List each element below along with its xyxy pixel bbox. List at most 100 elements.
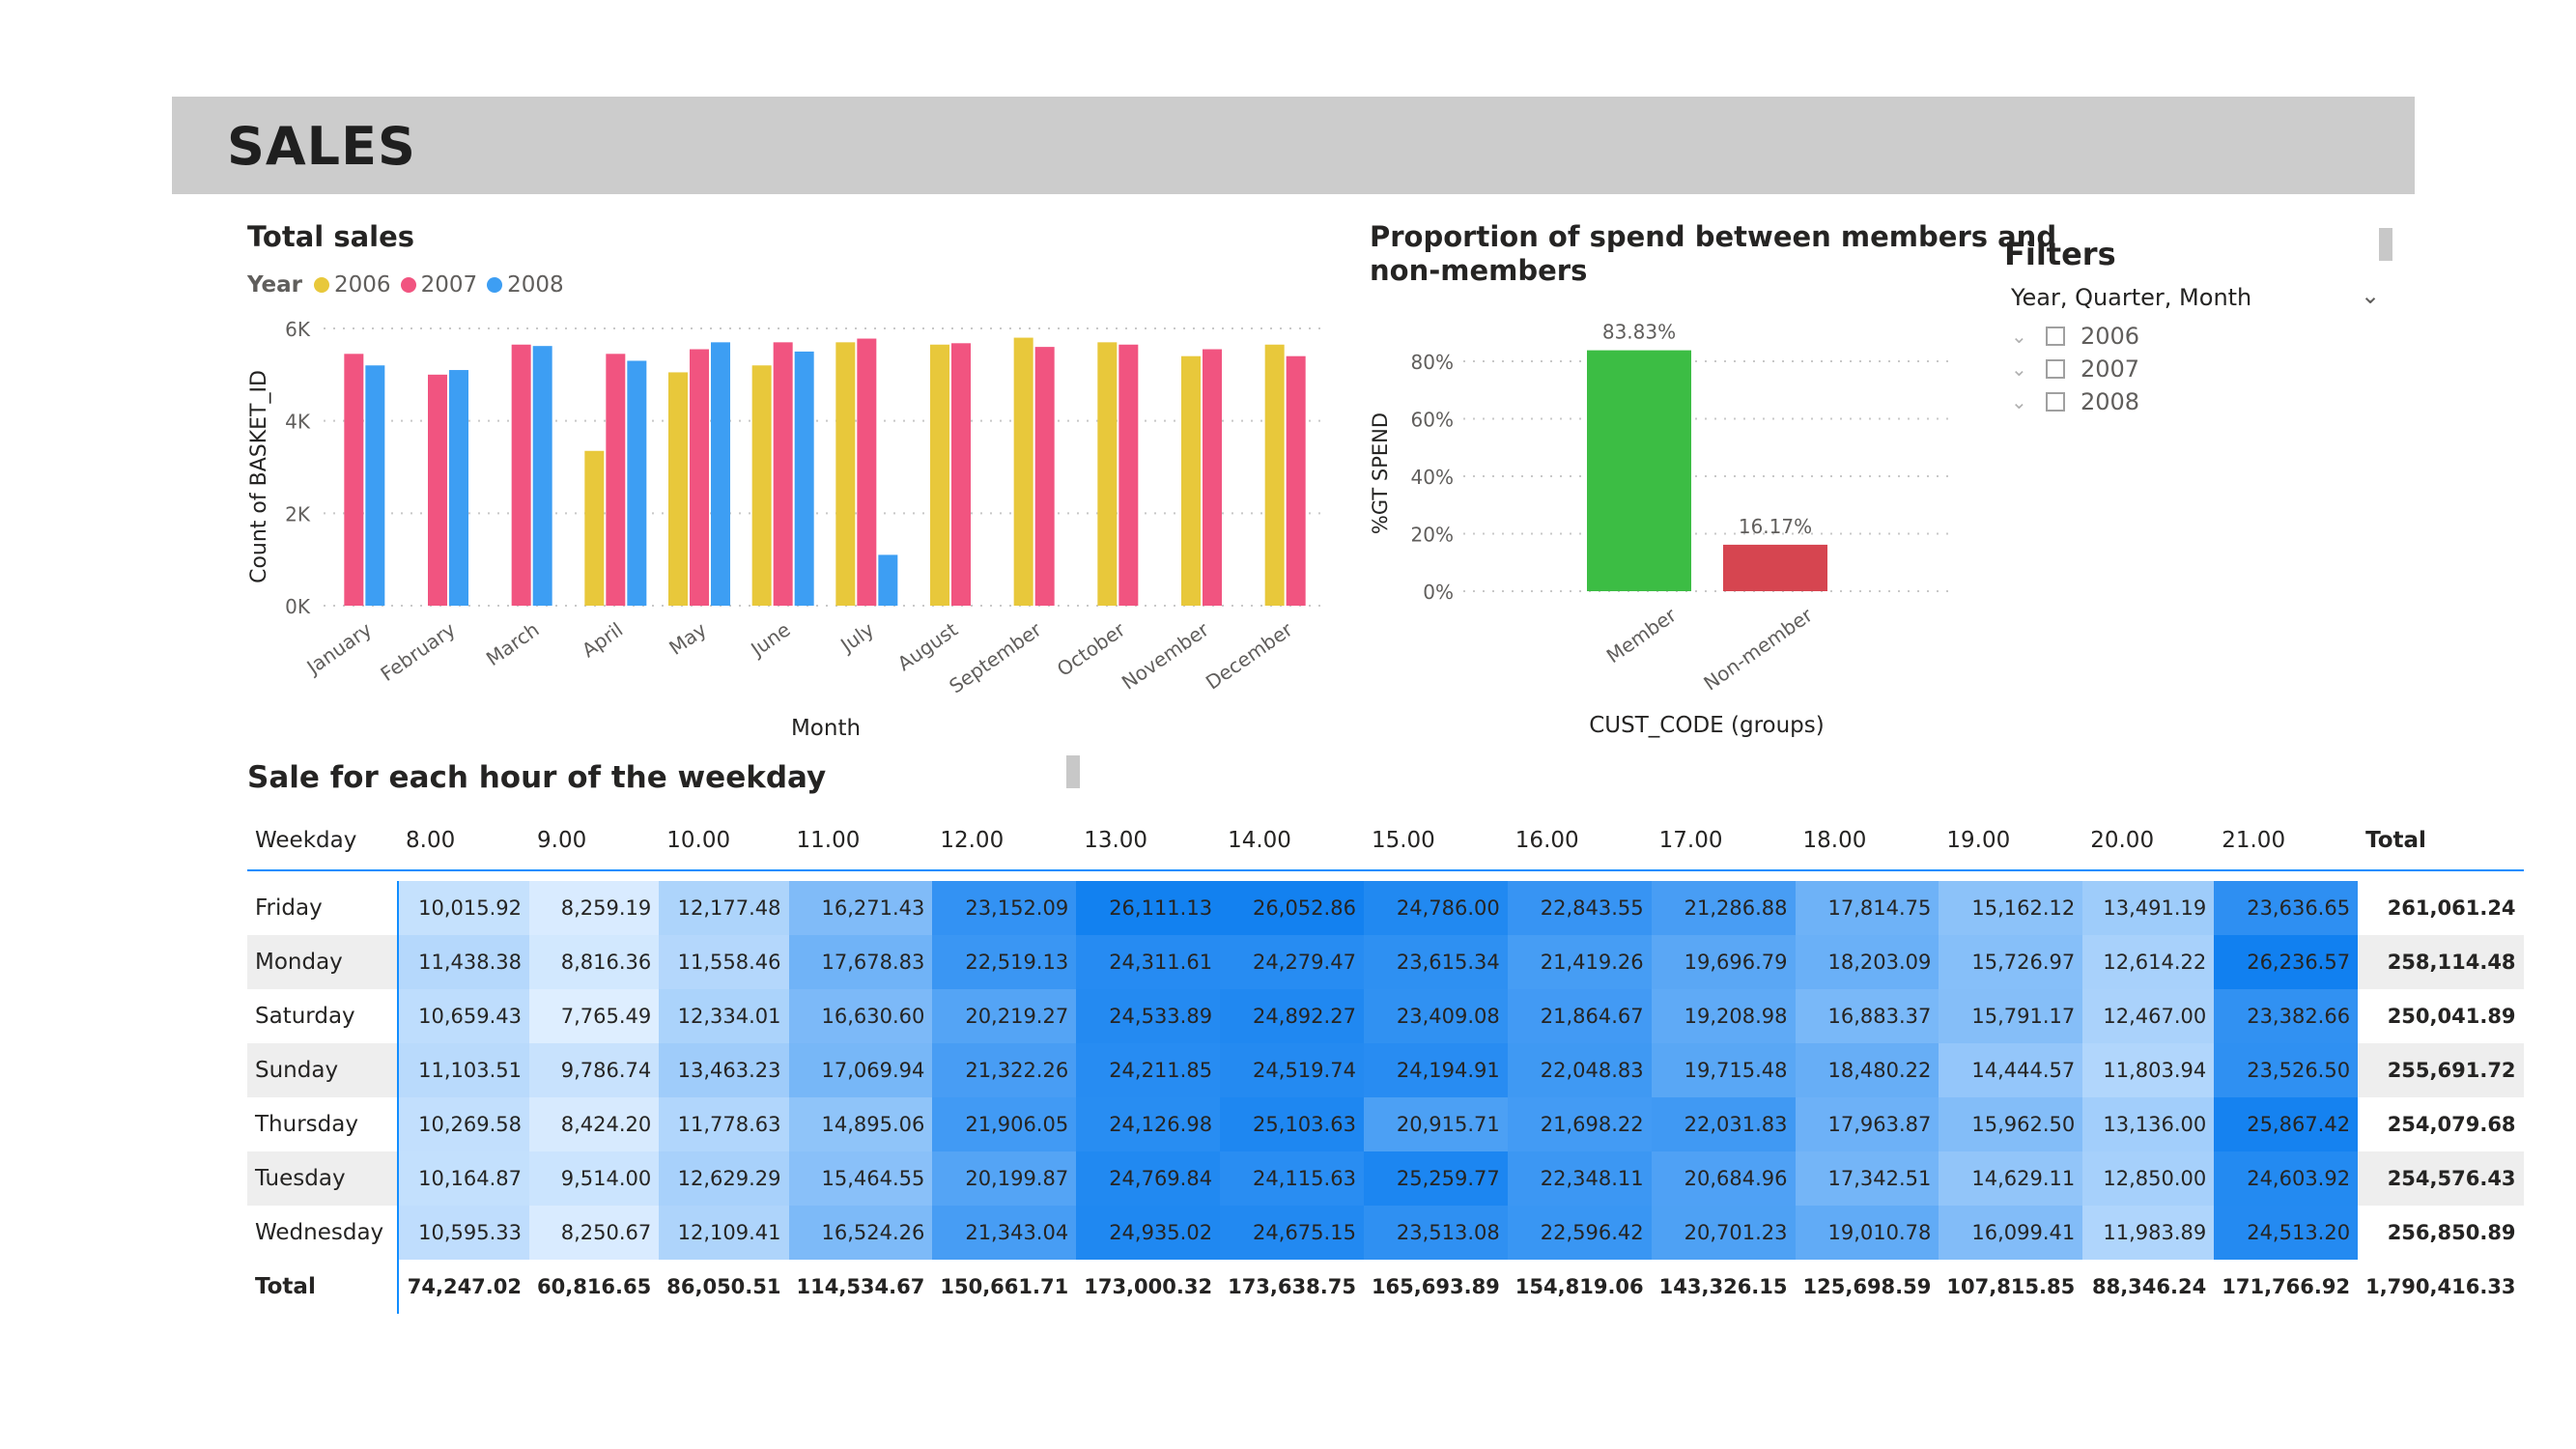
totals-label: Total [247, 1260, 399, 1314]
column-header[interactable]: 17.00 [1651, 811, 1796, 871]
total-cell: 86,050.51 [659, 1260, 789, 1314]
value-cell: 14,629.11 [1939, 1151, 2083, 1206]
checkbox[interactable] [2046, 327, 2065, 346]
column-header[interactable]: 20.00 [2082, 811, 2215, 871]
proportion-title-line2: non-members [1370, 254, 1588, 287]
value-cell: 19,715.48 [1651, 1043, 1796, 1097]
total-cell: 60,816.65 [529, 1260, 660, 1314]
value-cell: 20,915.71 [1363, 1097, 1508, 1151]
value-cell: 23,615.34 [1363, 935, 1508, 989]
legend-item-2006[interactable]: 2006 [314, 272, 391, 298]
column-header[interactable]: 8.00 [398, 811, 529, 871]
x-tick-label: Member [1602, 603, 1682, 668]
weekday-sales-matrix: Weekday 8.00 9.00 10.00 11.00 12.00 13.00 14.00… [247, 811, 2524, 1314]
value-cell: 12,629.29 [659, 1151, 789, 1206]
value-cell: 24,211.85 [1076, 1043, 1221, 1097]
y-tick-label: 0K [285, 595, 311, 618]
value-cell: 15,791.17 [1939, 989, 2083, 1043]
value-cell: 15,464.55 [788, 1151, 933, 1206]
total-sales-chart[interactable]: 0K 2K 4K 6K January February March April May June… [241, 304, 1352, 749]
row-label: Sunday [247, 1043, 399, 1097]
x-tick-label: October [1053, 617, 1130, 681]
data-label: 16.17% [1739, 515, 1812, 538]
value-cell: 17,814.75 [1795, 881, 1939, 935]
total-cell: 125,698.59 [1795, 1260, 1939, 1314]
chevron-down-icon[interactable]: ⌄ [2361, 282, 2381, 309]
bar-2008-may [711, 342, 730, 606]
value-cell: 22,843.55 [1507, 881, 1652, 935]
x-tick-label: January [301, 617, 377, 679]
total-sales-legend: Year 2006 2007 2008 [247, 272, 574, 298]
column-header[interactable]: 14.00 [1220, 811, 1364, 871]
bar-2007-april [606, 354, 626, 606]
filter-item-2007[interactable]: ⌄ 2007 [2011, 355, 2140, 383]
value-cell: 21,419.26 [1507, 935, 1652, 989]
column-header[interactable]: 12.00 [932, 811, 1077, 871]
bar-2007-january [344, 354, 364, 606]
column-header[interactable]: 15.00 [1363, 811, 1508, 871]
table-row: Wednesday 10,595.33 8,250.67 12,109.41 16,52… [247, 1206, 2524, 1260]
column-header[interactable]: 21.00 [2214, 811, 2359, 871]
y-axis-label: %GT SPEND [1369, 412, 1392, 534]
total-cell: 150,661.71 [932, 1260, 1077, 1314]
checkbox[interactable] [2046, 392, 2065, 412]
value-cell: 15,726.97 [1939, 935, 2083, 989]
value-cell: 24,126.98 [1076, 1097, 1221, 1151]
checkbox[interactable] [2046, 359, 2065, 379]
legend-dot-icon [400, 277, 416, 293]
row-label: Friday [247, 881, 399, 935]
value-cell: 12,177.48 [659, 881, 789, 935]
legend-dot-icon [314, 277, 330, 293]
legend-item-2008[interactable]: 2008 [487, 272, 564, 298]
value-cell: 8,424.20 [529, 1097, 660, 1151]
totals-row: Total 74,247.02 60,816.65 86,050.51 114,534.… [247, 1260, 2524, 1314]
row-label: Wednesday [247, 1206, 399, 1260]
x-tick-label: May [665, 617, 711, 659]
matrix-scrollbar-handle[interactable] [1066, 755, 1080, 788]
value-cell: 24,279.47 [1220, 935, 1364, 989]
column-header[interactable]: 11.00 [788, 811, 933, 871]
value-cell: 8,816.36 [529, 935, 660, 989]
value-cell: 10,015.92 [398, 881, 529, 935]
value-cell: 11,438.38 [398, 935, 529, 989]
expand-chevron-icon[interactable]: ⌄ [2011, 390, 2027, 413]
proportion-title: Proportion of spend between members and … [1370, 220, 2056, 288]
value-cell: 12,850.00 [2082, 1151, 2215, 1206]
value-cell: 24,935.02 [1076, 1206, 1221, 1260]
column-header[interactable]: 10.00 [659, 811, 789, 871]
expand-chevron-icon[interactable]: ⌄ [2011, 357, 2027, 381]
y-tick-label: 20% [1411, 524, 1454, 547]
bar-2006-august [930, 344, 949, 606]
value-cell: 11,803.94 [2082, 1043, 2215, 1097]
row-label: Saturday [247, 989, 399, 1043]
column-header[interactable]: 9.00 [529, 811, 660, 871]
column-header[interactable]: Total [2358, 811, 2524, 871]
value-cell: 16,524.26 [788, 1206, 933, 1260]
expand-chevron-icon[interactable]: ⌄ [2011, 325, 2027, 348]
row-total-cell: 258,114.48 [2358, 935, 2524, 989]
value-cell: 11,558.46 [659, 935, 789, 989]
filters-title: Filters [2004, 236, 2116, 272]
value-cell: 11,983.89 [2082, 1206, 2215, 1260]
filters-scrollbar-handle[interactable] [2379, 228, 2392, 261]
value-cell: 22,048.83 [1507, 1043, 1652, 1097]
column-header[interactable]: 18.00 [1795, 811, 1939, 871]
y-tick-label: 80% [1411, 351, 1454, 374]
x-tick-label: August [893, 617, 962, 675]
value-cell: 8,250.67 [529, 1206, 660, 1260]
bar-2008-april [627, 360, 647, 606]
value-cell: 13,463.23 [659, 1043, 789, 1097]
column-header[interactable]: 13.00 [1076, 811, 1221, 871]
total-cell: 165,693.89 [1363, 1260, 1508, 1314]
proportion-chart[interactable]: 0% 20% 40% 60% 80% 83.83% Member 16.17% Non-memb… [1362, 309, 1970, 744]
bar-2006-may [668, 372, 688, 606]
column-header[interactable]: Weekday [247, 811, 398, 871]
column-header[interactable]: 16.00 [1507, 811, 1652, 871]
legend-item-2007[interactable]: 2007 [400, 272, 477, 298]
legend-dot-icon [487, 277, 503, 293]
column-header[interactable]: 19.00 [1939, 811, 2083, 871]
table-row: Saturday 10,659.43 7,765.49 12,334.01 16,630… [247, 989, 2524, 1043]
filter-item-2006[interactable]: ⌄ 2006 [2011, 323, 2140, 350]
value-cell: 16,883.37 [1795, 989, 1939, 1043]
filter-item-2008[interactable]: ⌄ 2008 [2011, 388, 2140, 415]
